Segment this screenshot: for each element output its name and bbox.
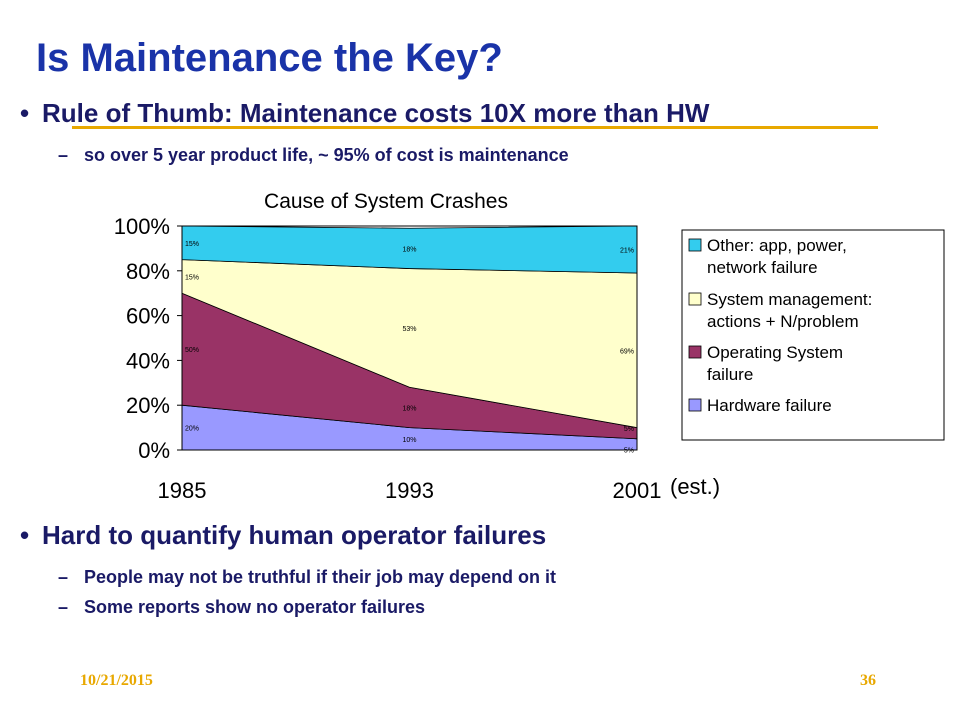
y-tick-label: 80% [126, 259, 170, 284]
sub-bullet-text: People may not be truthful if their job … [84, 567, 557, 587]
bullet-dot-icon: • [20, 520, 30, 550]
legend-swatch [688, 292, 702, 306]
bullet-text: Rule of Thumb: Maintenance costs 10X mor… [42, 98, 710, 128]
page-number: 36 [860, 672, 876, 689]
data-label: 69% [620, 348, 634, 355]
legend-label: network failure [707, 258, 818, 277]
y-tick-label: 40% [126, 348, 170, 373]
x-tick-label: 1993 [385, 478, 434, 503]
x-tick-label: 2001 [613, 478, 662, 503]
legend-swatch [688, 345, 702, 359]
data-label: 21% [620, 248, 634, 255]
data-label: 15% [185, 241, 199, 248]
legend-swatch [688, 238, 702, 252]
sub-bullet-text: so over 5 year product life, ~ 95% of co… [84, 145, 569, 165]
x-extra-label: (est.) [670, 474, 720, 499]
y-tick-label: 60% [126, 304, 170, 329]
bullet-dot-icon: • [20, 98, 30, 128]
y-tick-label: 0% [138, 438, 170, 463]
sub-bullet-no-reports: – Some reports show no operator failures [58, 598, 425, 616]
legend-label: Hardware failure [707, 396, 832, 415]
legend-label: System management: [707, 290, 872, 309]
data-label: 53% [402, 326, 416, 333]
chart-title: Cause of System Crashes [264, 190, 508, 213]
data-label: 20% [185, 426, 199, 433]
sub-bullet-text: Some reports show no operator failures [84, 597, 426, 617]
data-label: 10% [402, 437, 416, 444]
dash-icon: – [58, 597, 69, 617]
data-label: 5% [624, 447, 634, 454]
plot-frame [181, 225, 638, 451]
dash-icon: – [58, 567, 69, 587]
bullet-maintenance-rule: • Rule of Thumb: Maintenance costs 10X mo… [20, 100, 709, 126]
data-label: 5% [624, 426, 634, 433]
legend-swatch [688, 398, 702, 412]
y-tick-label: 20% [126, 393, 170, 418]
data-label: 50% [185, 347, 199, 354]
legend-label: Other: app, power, [707, 236, 847, 255]
data-label: 15% [185, 274, 199, 281]
footer-date: 10/21/2015 [80, 672, 153, 689]
bullet-text: Hard to quantify human operator failures [42, 520, 547, 550]
legend-box [681, 229, 945, 441]
data-label: 18% [402, 246, 416, 253]
sub-bullet-truthful: – People may not be truthful if their job… [58, 568, 556, 586]
dash-icon: – [58, 145, 69, 165]
highlight-underline [72, 126, 878, 129]
bullet-operator-failures: • Hard to quantify human operator failure… [20, 522, 546, 548]
data-label: 18% [402, 405, 416, 412]
x-tick-label: 1985 [158, 478, 207, 503]
sub-bullet-product-life: – so over 5 year product life, ~ 95% of c… [58, 146, 569, 164]
y-tick-label: 100% [114, 214, 170, 239]
legend-label: failure [707, 365, 753, 384]
legend-label: Operating System [707, 343, 843, 362]
legend-label: actions + N/problem [707, 312, 859, 331]
slide-title: Is Maintenance the Key? [36, 36, 503, 80]
